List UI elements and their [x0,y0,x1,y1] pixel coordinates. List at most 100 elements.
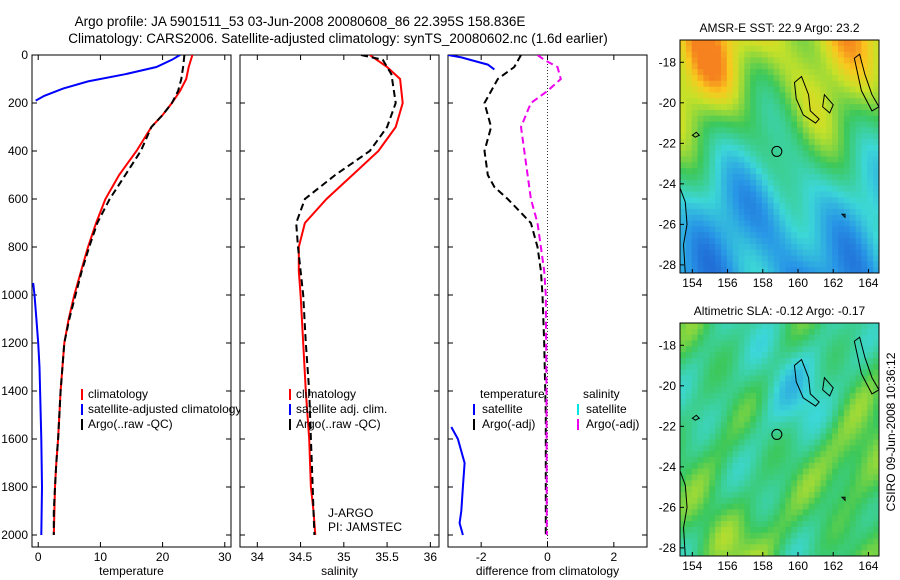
reef-outline [840,213,846,219]
heatmap-cell [767,144,775,152]
heatmap-cell [843,456,851,464]
heatmap-cell [861,226,868,233]
heatmap-cell [750,249,757,256]
heatmap-cell [779,45,786,53]
heatmap-cell [791,86,798,93]
reef-outline [840,496,846,502]
heatmap-cell [756,352,763,359]
heatmap-cell [715,226,722,233]
heatmap-cell [703,462,710,470]
heatmap-cell [855,168,862,175]
heatmap-cell [709,197,716,204]
heatmap-cell [732,74,739,82]
heatmap-cell [720,92,728,99]
heatmap-cell [767,544,775,551]
heatmap-cell [726,69,734,76]
heatmap-cell [750,144,757,152]
heatmap-cell [838,57,845,64]
heatmap-cell [826,197,833,204]
heatmap-cell [849,404,856,411]
heatmap-cell [773,363,780,370]
heatmap-cell [691,381,698,388]
heatmap-cell [797,416,804,423]
heatmap-cell [826,150,833,157]
heatmap-cell [697,323,704,330]
heatmap-cell [732,491,739,499]
heatmap-cell [744,86,751,93]
heatmap-cell [703,115,710,122]
heatmap-cell [779,357,786,365]
heatmap-cell [767,40,775,47]
heatmap-cell [720,238,728,245]
heatmap-cell [785,74,792,82]
heatmap-cell [750,503,757,510]
heatmap-cell [691,238,698,245]
heatmap-cell [709,416,716,423]
heatmap-cell [691,491,698,499]
heatmap-cell [779,40,786,47]
heatmap-cell [808,63,816,70]
heatmap-cell [791,127,798,134]
heatmap-cell [861,203,868,210]
heatmap-cell [832,232,839,239]
heatmap-cell [808,162,816,169]
heatmap-cell [773,98,780,105]
heatmap-cell [756,445,763,452]
heatmap-cell [744,150,751,157]
heatmap-cell [867,456,874,464]
heatmap-cell [785,328,792,336]
heatmap-cell [779,127,786,134]
heatmap-cell [849,156,856,163]
map-title: AMSR-E SST: 22.9 Argo: 23.2 [699,21,859,35]
heatmap-cell [814,179,821,187]
heatmap-cell [785,226,792,233]
heatmap-cell [785,249,792,256]
heatmap-cell [855,433,862,440]
heatmap-cell [680,468,687,475]
heatmap-cell [738,197,745,204]
heatmap-cell [726,173,734,181]
heatmap-cell [849,515,856,522]
heatmap-cell [697,468,704,475]
heatmap-cell [820,214,827,221]
heatmap-cell [832,433,839,440]
heatmap-cell [802,127,810,134]
heatmap-cell [750,173,757,181]
heatmap-cell [761,550,769,557]
heatmap-cell [785,203,792,210]
x-tick-label: 36 [424,550,438,564]
heatmap-cell [703,185,710,192]
heatmap-cell [843,74,851,82]
heatmap-cell [750,109,757,117]
heatmap-cell [791,515,798,522]
heatmap-cell [744,521,751,528]
heatmap-cell [785,63,792,70]
heatmap-cell [691,115,698,122]
heatmap-cell [802,387,810,394]
heatmap-cell [873,86,880,93]
heatmap-cell [691,346,698,353]
heatmap-cell [802,410,810,417]
heatmap-cell [744,544,751,551]
heatmap-cell [691,162,698,169]
heatmap-cell [855,185,862,192]
heatmap-cell [738,168,745,175]
heatmap-cell [808,503,816,510]
heatmap-cell [867,156,874,163]
heatmap-cell [838,45,845,53]
heatmap-cell [720,168,728,175]
reef-outline [691,414,701,421]
heatmap-cell [744,168,751,175]
heatmap-cell [797,115,804,122]
heatmap-cell [820,346,827,353]
heatmap-cell [855,109,862,117]
heatmap-cell [826,80,833,88]
heatmap-cell [779,474,786,481]
heatmap-cell [726,369,734,376]
heatmap-cell [697,480,704,487]
heatmap-cell [697,416,704,423]
heatmap-cell [732,179,739,187]
heatmap-cell [756,162,763,169]
heatmap-cell [791,173,798,181]
heatmap-cell [838,550,845,557]
